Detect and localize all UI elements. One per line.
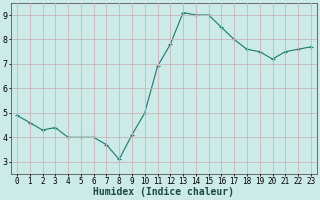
X-axis label: Humidex (Indice chaleur): Humidex (Indice chaleur) [93, 187, 234, 197]
